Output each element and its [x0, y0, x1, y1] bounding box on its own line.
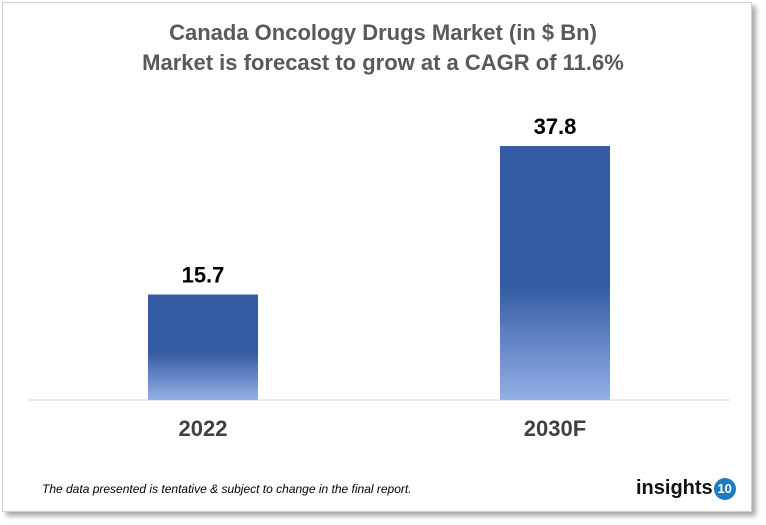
- chart-card: [2, 2, 752, 512]
- x-tick-label-2030F: 2030F: [524, 416, 586, 441]
- data-label-2030F: 37.8: [534, 114, 577, 139]
- bar-2022: [148, 294, 258, 400]
- x-tick-label-2022: 2022: [179, 416, 228, 441]
- footnote: The data presented is tentative & subjec…: [42, 482, 412, 496]
- data-label-2022: 15.7: [182, 263, 225, 288]
- insights10-logo: insights 10: [636, 477, 736, 500]
- chart-subtitle: Market is forecast to grow at a CAGR of …: [142, 50, 624, 75]
- bar-2030F: [500, 146, 610, 400]
- chart-title: Canada Oncology Drugs Market (in $ Bn): [169, 20, 597, 45]
